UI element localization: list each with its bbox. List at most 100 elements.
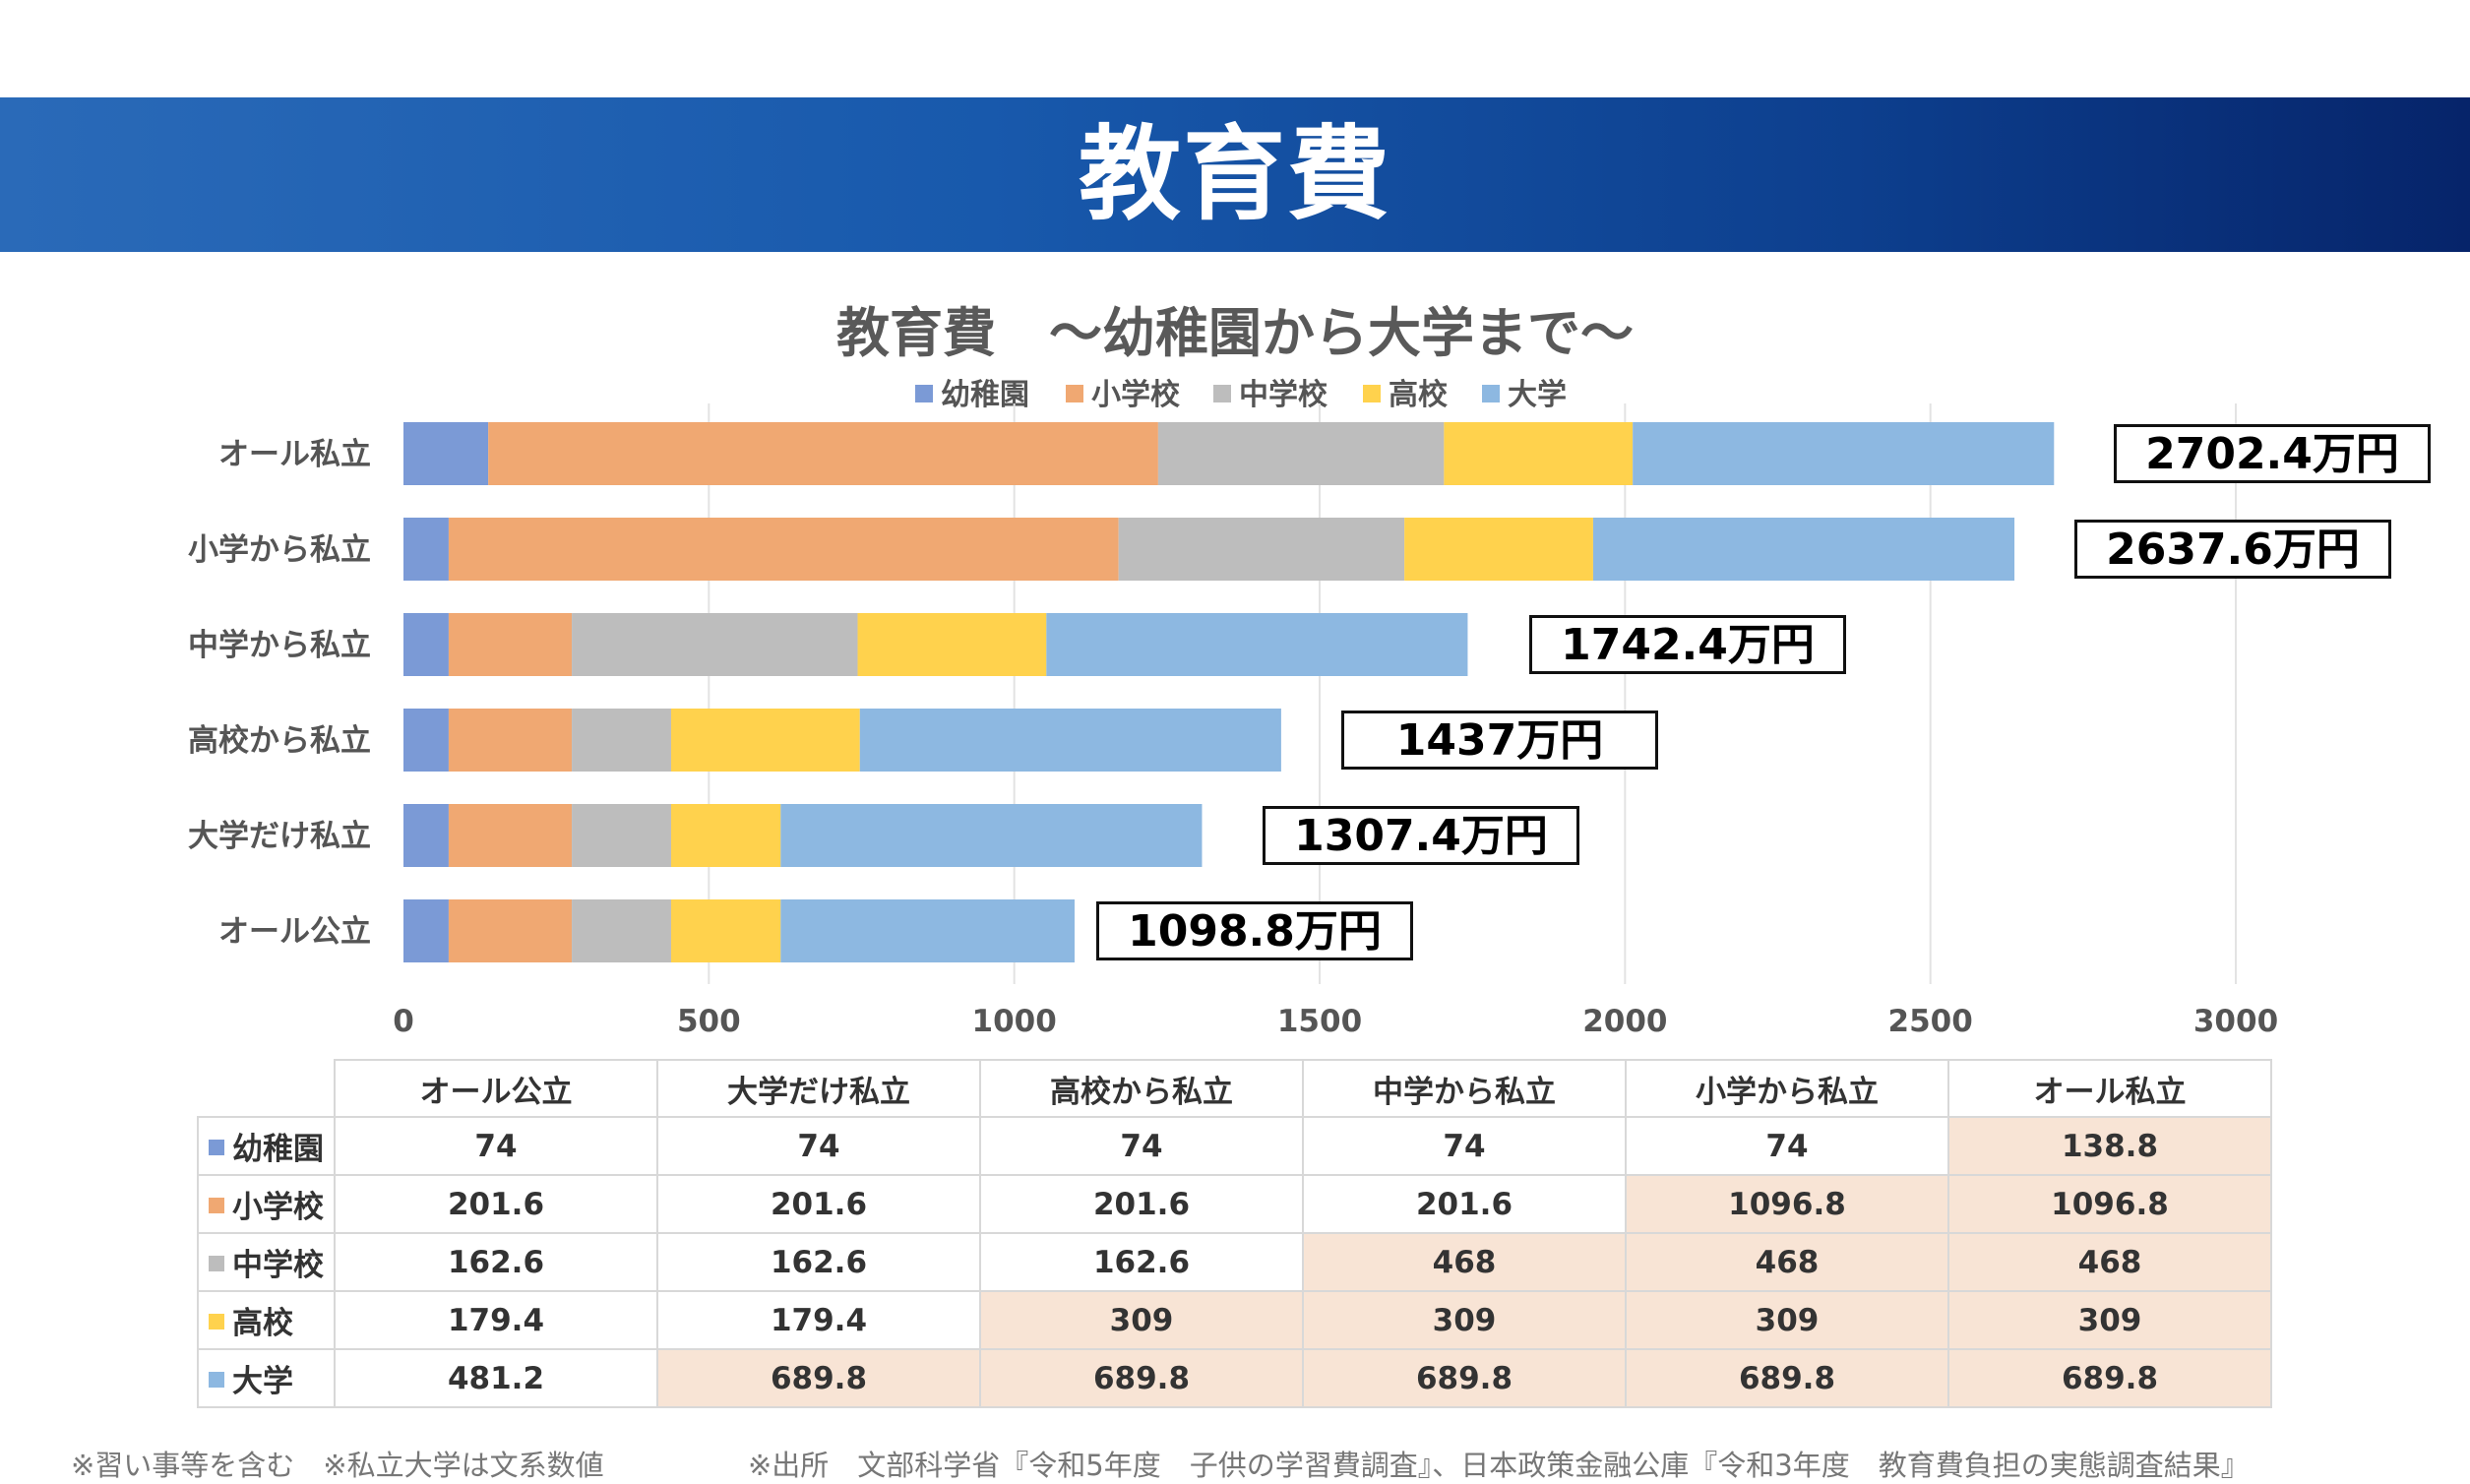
row-label: 幼稚園 [232, 1132, 324, 1167]
table-cell: 468 [1625, 1232, 1949, 1292]
table-cell: 201.6 [656, 1174, 981, 1234]
bar-segment [572, 804, 671, 867]
total-value-box: 2702.4万円 [2114, 424, 2431, 483]
legend-swatch [209, 1197, 224, 1213]
category-label: 大学だけ私立 [188, 819, 371, 854]
table-cell: 309 [1302, 1290, 1627, 1350]
legend-swatch [209, 1313, 224, 1329]
bar-segment [1046, 613, 1468, 676]
legend-swatch [209, 1139, 224, 1155]
total-value-box: 2637.6万円 [2074, 520, 2391, 579]
bar-segment [1633, 422, 2055, 485]
table-row: 幼稚園 74 74 74 74 74 138.8 [197, 1116, 2272, 1176]
bar-segment [780, 899, 1075, 962]
total-value-box: 1307.4万円 [1263, 806, 1579, 865]
bar-segment [572, 613, 858, 676]
footnote-notes: ※習い事等を含む ※私立大学は文系数値 [71, 1449, 604, 1482]
table-row: 大学 481.2 689.8 689.8 689.8 689.8 689.8 [197, 1348, 2272, 1408]
bar-segment [448, 518, 1119, 581]
bar-segment [1404, 518, 1593, 581]
bar-segment [670, 804, 781, 867]
x-tick-label: 1500 [1277, 1004, 1362, 1039]
bar-segment [857, 613, 1047, 676]
bar-segment [403, 518, 449, 581]
bar-segment [572, 709, 671, 772]
column-header: 小学から私立 [1625, 1059, 1949, 1118]
legend-swatch [1363, 385, 1381, 402]
table-cell: 162.6 [656, 1232, 981, 1292]
bar-segment [448, 804, 573, 867]
x-tick-label: 1000 [972, 1004, 1057, 1039]
table-cell: 162.6 [979, 1232, 1304, 1292]
bar-segment [488, 422, 1158, 485]
legend-label: 小学校 [1091, 378, 1180, 412]
bar-segment [403, 709, 449, 772]
table-cell: 1096.8 [1947, 1174, 2272, 1234]
category-label: 高校から私立 [188, 723, 371, 759]
table-cell: 468 [1302, 1232, 1627, 1292]
row-header: 小学校 [197, 1174, 336, 1234]
bar-segment [448, 709, 573, 772]
row-label: 中学校 [232, 1248, 324, 1283]
table-cell: 689.8 [1625, 1348, 1949, 1408]
table-cell: 179.4 [334, 1290, 658, 1350]
table-row: 中学校 162.6 162.6 162.6 468 468 468 [197, 1232, 2272, 1292]
legend-swatch [209, 1371, 224, 1388]
table-cell: 74 [1302, 1116, 1627, 1176]
x-tick-label: 2000 [1582, 1004, 1667, 1039]
column-header: 高校から私立 [979, 1059, 1304, 1118]
table-cell: 309 [1947, 1290, 2272, 1350]
table-cell: 74 [979, 1116, 1304, 1176]
x-tick-label: 0 [393, 1004, 414, 1039]
bar-segment [1118, 518, 1405, 581]
bar-segment [1444, 422, 1634, 485]
legend-swatch [915, 385, 933, 402]
row-label: 高校 [232, 1306, 293, 1341]
chart-title: 教育費 ～幼稚園から大学まで～ [836, 302, 1634, 364]
bar-segment [448, 613, 573, 676]
legend-swatch [1482, 385, 1500, 402]
bar-segment [1592, 518, 2015, 581]
legend-label: 大学 [1508, 378, 1567, 412]
x-tick-label: 3000 [2193, 1004, 2278, 1039]
table-cell: 138.8 [1947, 1116, 2272, 1176]
total-value-box: 1098.8万円 [1096, 901, 1413, 960]
data-table: オール公立 大学だけ私立 高校から私立 中学から私立 小学から私立 オール私立 … [197, 1059, 2272, 1408]
bar-segment [670, 709, 860, 772]
row-header: 幼稚園 [197, 1116, 336, 1176]
row-label: 大学 [232, 1364, 293, 1399]
page-title: 教育費 [1078, 114, 1391, 234]
legend-swatch [209, 1255, 224, 1271]
table-cell: 162.6 [334, 1232, 658, 1292]
table-cell: 468 [1947, 1232, 2272, 1292]
title-banner: 教育費 [0, 97, 2470, 252]
category-label: オール私立 [218, 437, 371, 472]
table-cell: 201.6 [979, 1174, 1304, 1234]
table-cell: 689.8 [979, 1348, 1304, 1408]
bar-segment [859, 709, 1281, 772]
row-header: 中学校 [197, 1232, 336, 1292]
column-header: 大学だけ私立 [656, 1059, 981, 1118]
bar-segment [403, 422, 489, 485]
table-header-row: オール公立 大学だけ私立 高校から私立 中学から私立 小学から私立 オール私立 [198, 1059, 2272, 1118]
total-value-box: 1437万円 [1341, 711, 1658, 770]
table-cell: 309 [979, 1290, 1304, 1350]
column-header: オール私立 [1947, 1059, 2272, 1118]
column-header: 中学から私立 [1302, 1059, 1627, 1118]
table-cell: 689.8 [1947, 1348, 2272, 1408]
row-header: 大学 [197, 1348, 336, 1408]
bar-segment [1157, 422, 1445, 485]
table-cell: 689.8 [656, 1348, 981, 1408]
bar-segment [403, 804, 449, 867]
row-header: 高校 [197, 1290, 336, 1350]
bar-segment [572, 899, 671, 962]
table-cell: 481.2 [334, 1348, 658, 1408]
bar-segment [403, 899, 449, 962]
total-value-box: 1742.4万円 [1529, 615, 1846, 674]
table-corner-cell [198, 1060, 336, 1118]
footnote-source: ※出所 文部科学省『令和5年度 子供の学習費調査』、日本政策金融公庫『令和3年度… [748, 1449, 2250, 1482]
table-cell: 201.6 [1302, 1174, 1627, 1234]
legend-label: 中学校 [1239, 378, 1328, 412]
x-tick-label: 500 [677, 1004, 741, 1039]
category-label: オール公立 [218, 914, 371, 950]
